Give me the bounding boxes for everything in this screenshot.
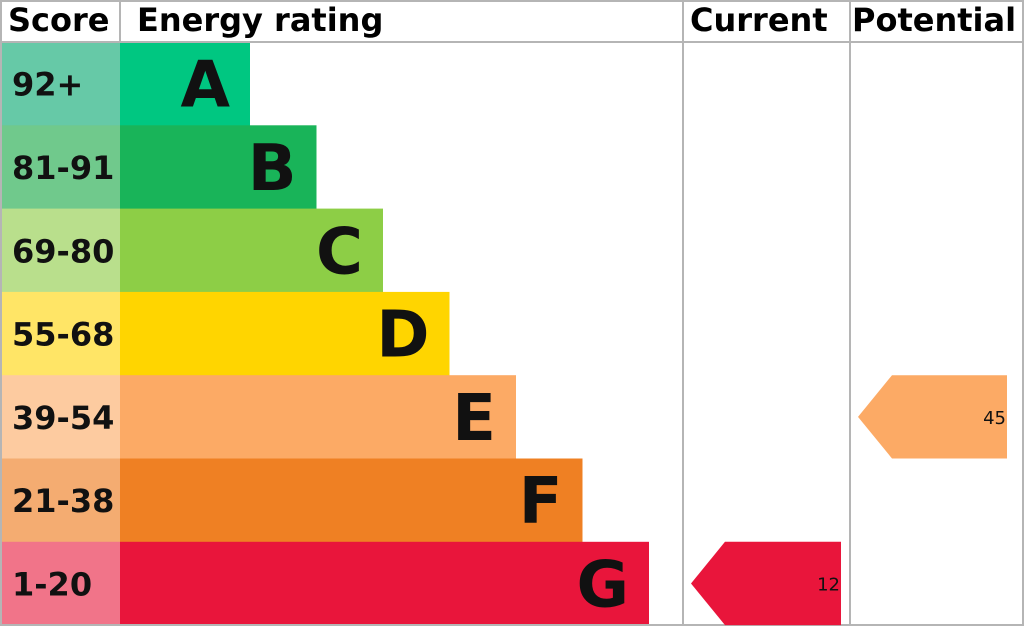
score-range-e: 39-54	[12, 399, 114, 437]
potential-rating-arrow	[858, 375, 1007, 459]
score-cell-a	[0, 42, 120, 126]
band-letter-b: B	[248, 132, 297, 206]
current-rating-value: 12	[817, 574, 840, 595]
bands-layer: 92+ A 81-91 B 69-80 C 55-68 D 39-54 E 21-38 F 1-20 G	[0, 42, 649, 626]
score-cell-f	[0, 458, 120, 543]
score-cell-g	[0, 541, 120, 626]
markers-layer: 12 45	[691, 375, 1007, 626]
band-letter-e: E	[452, 382, 496, 456]
band-bar-a	[120, 42, 250, 126]
score-range-c: 69-80	[12, 232, 114, 270]
score-range-b: 81-91	[12, 149, 114, 187]
score-header: Score	[8, 1, 109, 39]
score-cell-b	[0, 125, 120, 210]
band-bar-c	[120, 208, 383, 293]
band-bar-d	[120, 291, 450, 376]
energy-rating-header: Energy rating	[137, 1, 383, 39]
band-bar-e	[120, 375, 516, 459]
band-letter-f: F	[519, 465, 563, 539]
score-range-g: 1-20	[12, 565, 92, 603]
band-bar-f	[120, 458, 583, 543]
score-cell-c	[0, 208, 120, 293]
band-letter-d: D	[376, 299, 429, 373]
score-range-d: 55-68	[12, 316, 114, 354]
current-rating-arrow	[691, 541, 841, 626]
band-letter-g: G	[576, 548, 629, 622]
band-bar-b	[120, 125, 317, 210]
score-cell-e	[0, 375, 120, 459]
current-header: Current	[690, 1, 828, 39]
band-bar-g	[120, 541, 649, 626]
header-layer: Score Energy rating Current Potential	[8, 1, 1016, 39]
band-letter-a: A	[180, 49, 230, 123]
score-range-f: 21-38	[12, 482, 114, 520]
potential-rating-value: 45	[983, 408, 1006, 429]
score-cell-d	[0, 291, 120, 376]
potential-header: Potential	[852, 1, 1016, 39]
band-letter-c: C	[316, 215, 363, 289]
score-range-a: 92+	[12, 66, 83, 104]
